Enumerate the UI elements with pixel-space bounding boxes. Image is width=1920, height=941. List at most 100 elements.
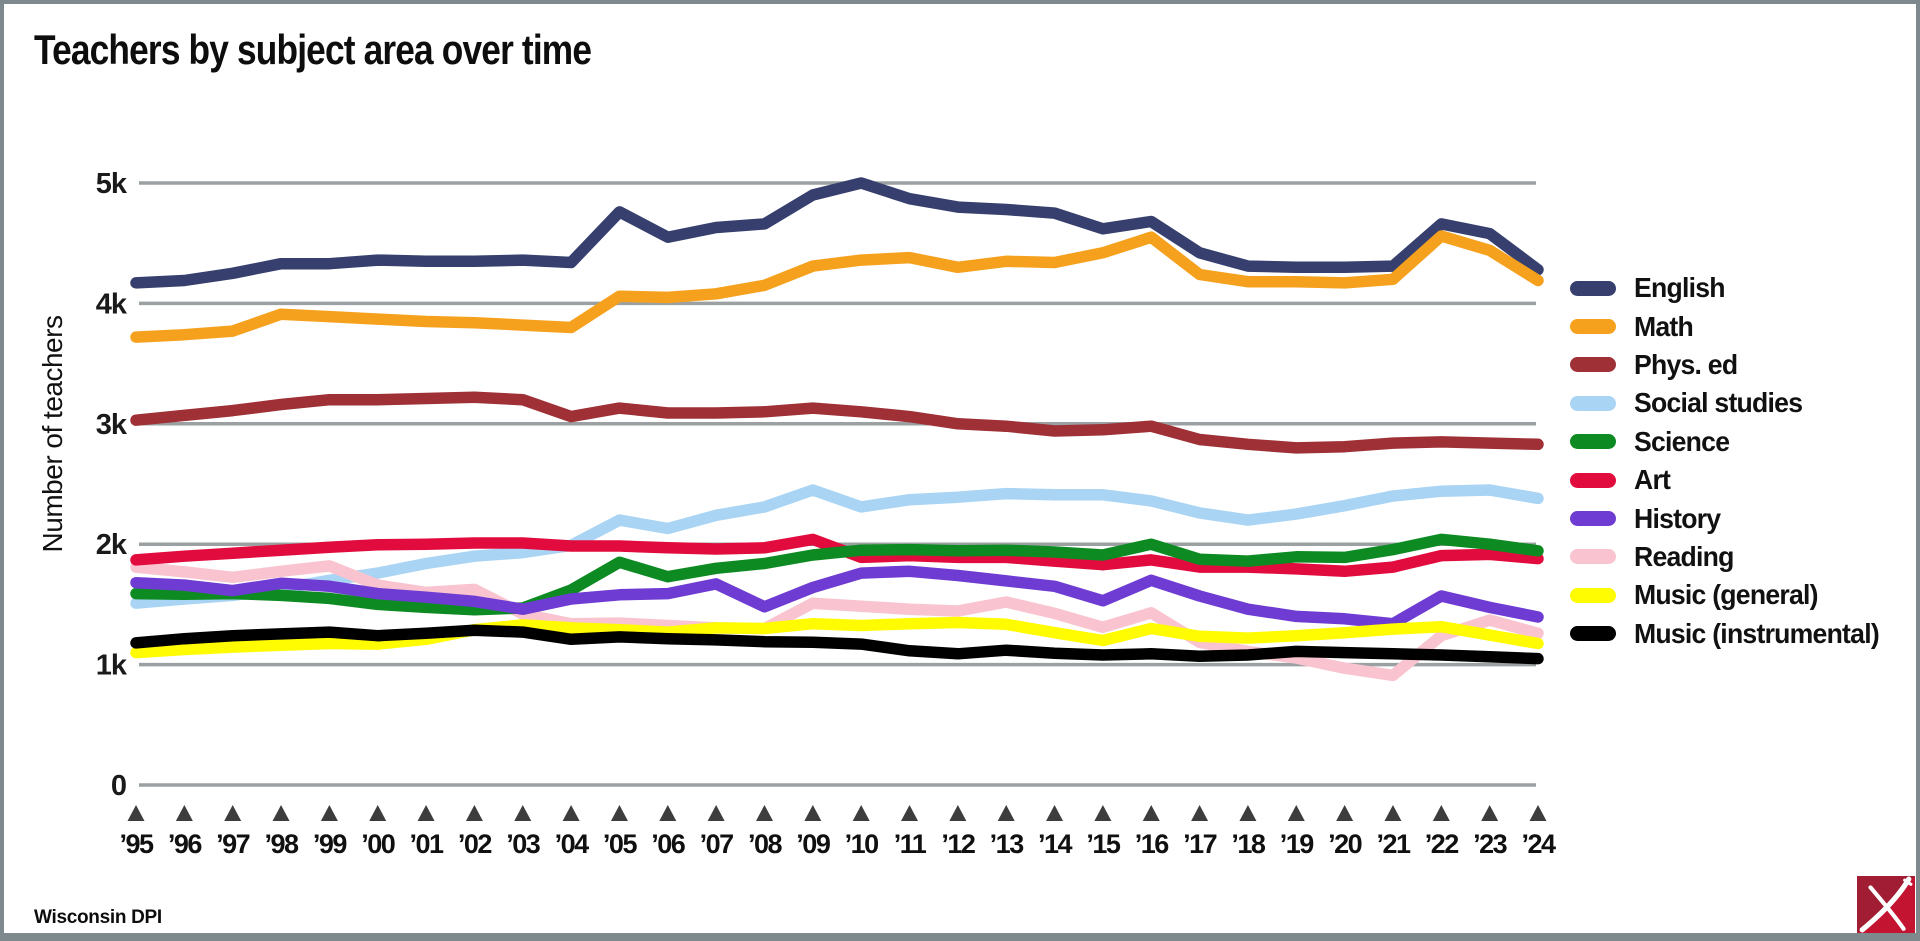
x-tick-label: ’16 — [1135, 829, 1170, 859]
legend-swatch-icon — [1570, 472, 1616, 488]
x-tick-label: ’17 — [1183, 829, 1217, 859]
legend-item: Math — [1570, 307, 1892, 345]
legend-label: Math — [1634, 310, 1694, 342]
x-tick-triangle-icon — [369, 805, 387, 821]
y-tick-label: 1k — [96, 650, 128, 682]
y-tick-label: 5k — [96, 168, 128, 200]
x-tick-label: ’95 — [119, 829, 154, 859]
x-tick-triangle-icon — [901, 805, 919, 821]
x-tick-triangle-icon — [224, 805, 242, 821]
x-tick-label: ’97 — [216, 829, 250, 859]
x-tick-label: ’18 — [1231, 829, 1266, 859]
x-tick-label: ’23 — [1473, 829, 1508, 859]
x-tick-label: ’12 — [941, 829, 975, 859]
legend-swatch-icon — [1570, 395, 1616, 411]
x-tick-label: ’21 — [1376, 829, 1411, 859]
x-tick-triangle-icon — [127, 805, 145, 821]
legend-item: English — [1570, 269, 1892, 307]
series-line-english — [130, 177, 1544, 289]
series-line-social-studies — [130, 484, 1544, 609]
legend-label: Music (general) — [1634, 579, 1818, 611]
x-tick-triangle-icon — [562, 805, 580, 821]
chart-legend: English Math Phys. ed Social studies Science… — [1570, 269, 1892, 653]
x-tick-label: ’96 — [168, 829, 203, 859]
legend-item: Phys. ed — [1570, 346, 1892, 384]
x-tick-label: ’04 — [555, 829, 590, 859]
x-tick-label: ’00 — [361, 829, 395, 859]
x-tick-triangle-icon — [1094, 805, 1112, 821]
legend-swatch-icon — [1570, 549, 1616, 565]
series-line-math — [130, 230, 1544, 343]
x-tick-label: ’15 — [1086, 829, 1121, 859]
wisconsin-dpi-logo — [1857, 876, 1915, 933]
legend-label: English — [1634, 272, 1726, 304]
x-tick-triangle-icon — [804, 805, 822, 821]
x-tick-label: ’98 — [265, 829, 300, 859]
x-tick-label: ’14 — [1038, 829, 1073, 859]
legend-item: Science — [1570, 423, 1892, 461]
x-tick-triangle-icon — [465, 805, 483, 821]
legend-swatch-icon — [1570, 511, 1616, 527]
x-tick-label: ’99 — [313, 829, 348, 859]
x-tick-label: ’13 — [990, 829, 1025, 859]
legend-label: Science — [1634, 425, 1730, 457]
x-tick-triangle-icon — [949, 805, 967, 821]
x-tick-label: ’07 — [700, 829, 734, 859]
x-tick-label: ’01 — [410, 829, 445, 859]
series-line-reading — [130, 560, 1544, 682]
line-chart: 0 1k 2k 3k 4k 5k Number of teachers ’95 ’96 ’97 ’9… — [37, 168, 1557, 859]
x-tick-triangle-icon — [1529, 805, 1547, 821]
x-tick-triangle-icon — [610, 805, 628, 821]
x-tick-triangle-icon — [175, 805, 193, 821]
x-tick-label: ’09 — [796, 829, 831, 859]
x-tick-label: ’24 — [1521, 829, 1556, 859]
y-tick-label: 3k — [96, 409, 128, 441]
legend-swatch-icon — [1570, 626, 1616, 642]
x-tick-triangle-icon — [514, 805, 532, 821]
x-tick-triangle-icon — [1191, 805, 1209, 821]
x-tick-triangle-icon — [1287, 805, 1305, 821]
legend-item: Music (general) — [1570, 576, 1892, 614]
x-tick-triangle-icon — [997, 805, 1015, 821]
x-tick-triangle-icon — [755, 805, 773, 821]
legend-swatch-icon — [1570, 280, 1616, 296]
legend-label: Phys. ed — [1634, 348, 1738, 380]
legend-item: Music (instrumental) — [1570, 615, 1892, 653]
legend-item: Social studies — [1570, 384, 1892, 422]
x-tick-triangle-icon — [659, 805, 677, 821]
page-title: Teachers by subject area over time — [34, 26, 592, 73]
series-line-music-general — [130, 616, 1544, 659]
legend-label: Reading — [1634, 540, 1734, 572]
series-line-science — [130, 533, 1544, 616]
series-line-phys-ed — [130, 391, 1544, 454]
x-tick-triangle-icon — [1239, 805, 1257, 821]
legend-label: Music (instrumental) — [1634, 617, 1880, 649]
legend-label: History — [1634, 502, 1721, 534]
x-tick-label: ’10 — [845, 829, 879, 859]
x-tick-label: ’20 — [1328, 829, 1362, 859]
x-tick-triangle-icon — [852, 805, 870, 821]
legend-label: Social studies — [1634, 387, 1803, 419]
legend-swatch-icon — [1570, 434, 1616, 450]
x-tick-label: ’02 — [458, 829, 492, 859]
x-tick-triangle-icon — [272, 805, 290, 821]
y-axis-title: Number of teachers — [37, 316, 68, 553]
legend-swatch-icon — [1570, 319, 1616, 335]
x-tick-label: ’19 — [1280, 829, 1315, 859]
x-tick-triangle-icon — [1046, 805, 1064, 821]
x-tick-triangle-icon — [1336, 805, 1354, 821]
legend-swatch-icon — [1570, 357, 1616, 373]
x-tick-label: ’08 — [748, 829, 783, 859]
series-line-history — [130, 565, 1544, 630]
x-tick-label: ’11 — [894, 829, 927, 859]
source-attribution: Wisconsin DPI — [34, 907, 162, 928]
x-tick-label: ’03 — [506, 829, 541, 859]
legend-label: Art — [1634, 464, 1671, 496]
x-tick-label: ’06 — [651, 829, 686, 859]
y-tick-label: 4k — [96, 288, 128, 320]
series-line-music-instrumental — [130, 624, 1544, 665]
legend-item: Reading — [1570, 538, 1892, 576]
y-tick-label: 0 — [111, 770, 126, 802]
x-tick-triangle-icon — [417, 805, 435, 821]
